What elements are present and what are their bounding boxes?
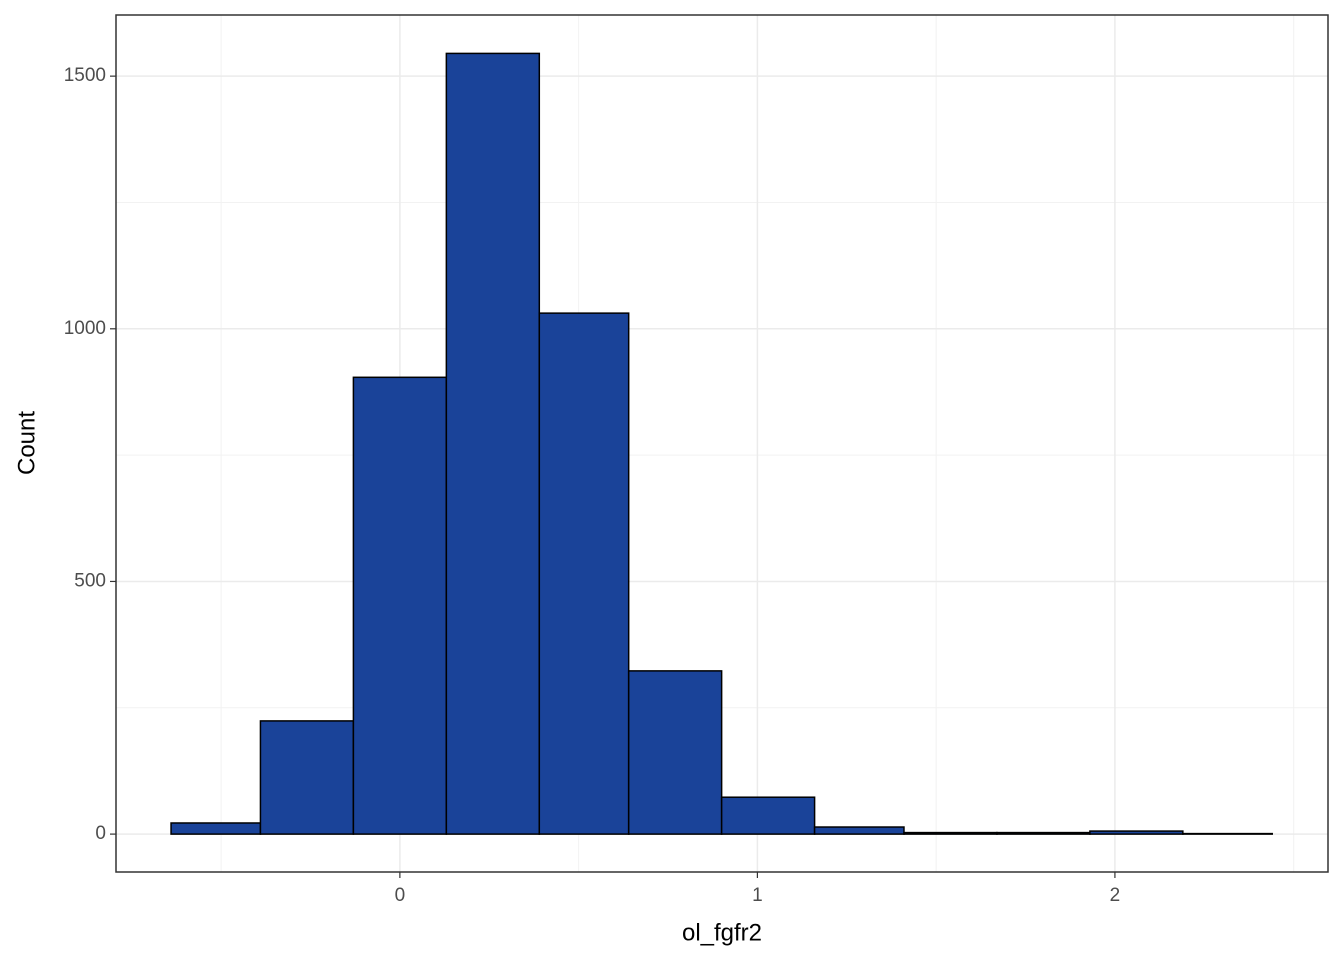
bar [720,796,816,835]
x-axis-label: ol_fgfr2 [682,919,762,946]
bar [1182,832,1273,835]
bar [813,826,905,835]
bar [445,52,541,835]
bar [996,831,1091,835]
bar [1089,830,1184,835]
bar [170,822,262,835]
bar [903,831,998,835]
plot-border [115,14,1329,873]
y-tick-label: 1500 [64,65,106,86]
x-tick-label: 2 [1110,885,1121,906]
y-axis-label: Count [13,411,40,475]
y-tick-label: 500 [74,570,106,591]
bar [352,376,448,835]
bar [538,312,630,835]
y-tick-label: 1000 [64,318,106,339]
y-tick-label: 0 [95,823,106,844]
bar [627,670,723,835]
bar [259,720,355,835]
x-tick-label: 0 [395,885,406,906]
x-tick-label: 1 [752,885,763,906]
